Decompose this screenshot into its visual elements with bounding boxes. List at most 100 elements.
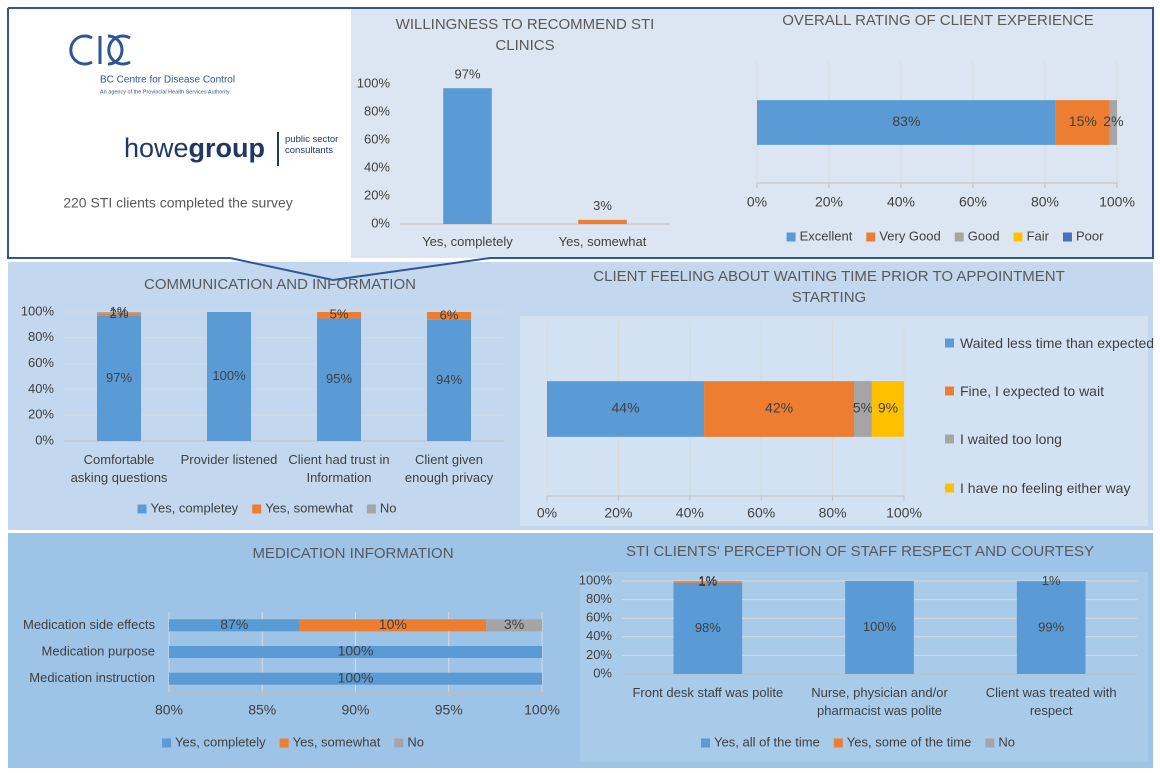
x-tick-label: 90% xyxy=(341,702,369,718)
bar-segment xyxy=(169,619,300,632)
legend-swatch xyxy=(866,232,876,242)
legend-label: Yes, somewhat xyxy=(265,500,353,515)
legend-label: Yes, all of the time xyxy=(714,734,820,749)
value-label: 100% xyxy=(338,669,374,685)
x-tick-label: 85% xyxy=(248,702,276,718)
bar-segment xyxy=(854,381,872,437)
legend-label: Excellent xyxy=(800,228,853,243)
legend-label: Yes, completey xyxy=(151,500,239,515)
y-tick-label: 20% xyxy=(28,407,54,422)
legend-swatch xyxy=(162,738,172,748)
value-label: 97% xyxy=(106,370,132,385)
y-tick-label: 80% xyxy=(364,103,390,118)
value-label: 97% xyxy=(454,67,480,82)
bar-segment xyxy=(486,619,542,632)
legend-swatch xyxy=(945,338,954,348)
y-tick-label: Medication purpose xyxy=(42,643,155,658)
value-label: 87% xyxy=(220,616,248,632)
bar-segment xyxy=(207,312,251,441)
value-label: 99% xyxy=(1038,619,1064,634)
bar-segment xyxy=(1016,581,1086,582)
legend-swatch xyxy=(366,504,376,514)
value-label: 10% xyxy=(379,616,407,632)
x-tick-label: 60% xyxy=(959,194,987,210)
bar xyxy=(578,219,627,224)
legend-label: Poor xyxy=(1076,228,1104,243)
y-tick-label: 40% xyxy=(28,381,54,396)
bar-segment xyxy=(427,319,471,441)
bar-segment xyxy=(704,381,855,437)
y-tick-label: 80% xyxy=(586,591,612,606)
cdc-logo xyxy=(69,34,131,66)
consultant-name-light: howe xyxy=(124,133,189,163)
y-tick-label: 40% xyxy=(364,159,390,174)
bar-segment xyxy=(757,100,1056,145)
org-name: BC Centre for Disease Control xyxy=(100,75,235,86)
value-label: 2% xyxy=(1103,113,1123,129)
x-tick-label: 40% xyxy=(887,194,915,210)
legend-label: Yes, somewhat xyxy=(293,734,381,749)
legend-label: No xyxy=(998,734,1015,749)
y-tick-label: 60% xyxy=(586,610,612,625)
x-tick-label: 80% xyxy=(819,505,847,521)
bar-segment xyxy=(317,318,361,441)
y-tick-label: 100% xyxy=(357,75,391,90)
bar-segment xyxy=(1016,581,1086,674)
y-tick-label: 0% xyxy=(371,215,390,230)
value-label: 44% xyxy=(612,400,640,416)
legend-swatch xyxy=(985,738,995,748)
legend-swatch xyxy=(786,232,796,242)
x-tick-label: 100% xyxy=(886,505,922,521)
value-label: 1% xyxy=(698,573,717,588)
legend-swatch xyxy=(833,738,843,748)
legend-label: Very Good xyxy=(879,228,940,243)
consultant-name-bold: group xyxy=(189,133,265,163)
bar-segment xyxy=(97,312,141,314)
x-tick-label: 20% xyxy=(604,505,632,521)
legend-swatch xyxy=(137,504,147,514)
legend-label: Yes, completely xyxy=(175,734,266,749)
value-label: 5% xyxy=(853,400,873,416)
legend-swatch xyxy=(945,386,954,396)
legend-label: No xyxy=(407,734,424,749)
logo-panel xyxy=(8,8,351,258)
y-tick-label: 60% xyxy=(28,355,54,370)
legend-swatch xyxy=(279,738,289,748)
value-label: 83% xyxy=(892,113,920,129)
x-tick-label: 40% xyxy=(676,505,704,521)
bar-segment xyxy=(169,646,542,658)
x-tick-label: 60% xyxy=(747,505,775,521)
panel xyxy=(351,8,724,258)
legend-swatch xyxy=(1062,232,1072,242)
bar-segment xyxy=(1055,100,1110,145)
legend-label: Yes, some of the time xyxy=(847,734,972,749)
bar-segment xyxy=(547,381,705,437)
value-label: 2% xyxy=(110,306,129,321)
value-label: 1% xyxy=(1042,573,1061,588)
legend-swatch xyxy=(1013,232,1023,242)
org-tagline: An agency of the Provincial Health Servi… xyxy=(100,89,230,95)
y-tick-label: Medication side effects xyxy=(23,617,155,632)
bar-segment xyxy=(317,312,361,319)
value-label: 100% xyxy=(212,368,246,383)
value-label: 15% xyxy=(1069,113,1097,129)
x-tick-label: 100% xyxy=(524,702,560,718)
value-label: 5% xyxy=(330,307,349,322)
bar-segment xyxy=(673,581,743,583)
bar-segment xyxy=(299,619,487,632)
bar xyxy=(443,88,492,224)
y-tick-label: 100% xyxy=(21,303,55,318)
y-tick-label: 20% xyxy=(586,647,612,662)
legend-label: Fair xyxy=(1027,228,1050,243)
value-label: 95% xyxy=(326,371,352,386)
value-label: 100% xyxy=(863,619,897,634)
x-tick-label: 95% xyxy=(435,702,463,718)
x-tick-label: 80% xyxy=(1031,194,1059,210)
legend-swatch xyxy=(954,232,964,242)
y-tick-label: 0% xyxy=(593,665,612,680)
y-tick-label: 60% xyxy=(364,131,390,146)
y-tick-label: 20% xyxy=(364,187,390,202)
bar-segment xyxy=(97,315,141,441)
